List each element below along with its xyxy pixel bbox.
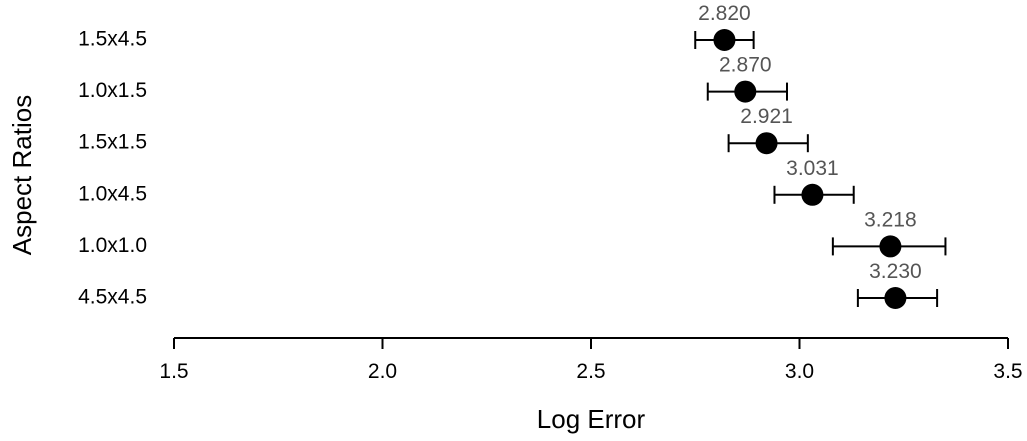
data-point bbox=[879, 235, 902, 258]
x-tick-label: 1.5 bbox=[159, 360, 188, 383]
y-axis-title: Aspect Ratios bbox=[7, 95, 37, 255]
data-label: 2.870 bbox=[719, 54, 772, 77]
category-label: 1.5x4.5 bbox=[78, 28, 147, 51]
category-label: 1.0x1.5 bbox=[78, 79, 147, 102]
data-label: 3.218 bbox=[864, 208, 917, 231]
data-label: 2.921 bbox=[740, 105, 793, 128]
category-label: 4.5x4.5 bbox=[78, 286, 147, 309]
data-point bbox=[734, 80, 757, 103]
x-tick-label: 2.0 bbox=[368, 360, 397, 383]
data-label: 2.820 bbox=[698, 2, 751, 25]
data-point bbox=[755, 132, 778, 155]
data-point bbox=[884, 287, 907, 309]
x-tick-label: 3.0 bbox=[785, 360, 814, 383]
plot-area: 1.5 2.0 2.5 3.0 3.5 1.5x4.5 2.820 1.0x1.5 2.870 1… bbox=[78, 2, 1022, 383]
data-point bbox=[801, 183, 824, 206]
category-label: 1.0x1.0 bbox=[78, 234, 147, 257]
x-tick-label: 2.5 bbox=[576, 360, 605, 383]
x-axis-title: Log Error bbox=[537, 404, 646, 434]
data-label: 3.230 bbox=[869, 260, 922, 283]
data-label: 3.031 bbox=[786, 157, 839, 180]
data-point bbox=[713, 29, 736, 51]
x-tick-label: 3.5 bbox=[993, 360, 1022, 383]
category-label: 1.0x4.5 bbox=[78, 182, 147, 205]
category-label: 1.5x1.5 bbox=[78, 131, 147, 154]
